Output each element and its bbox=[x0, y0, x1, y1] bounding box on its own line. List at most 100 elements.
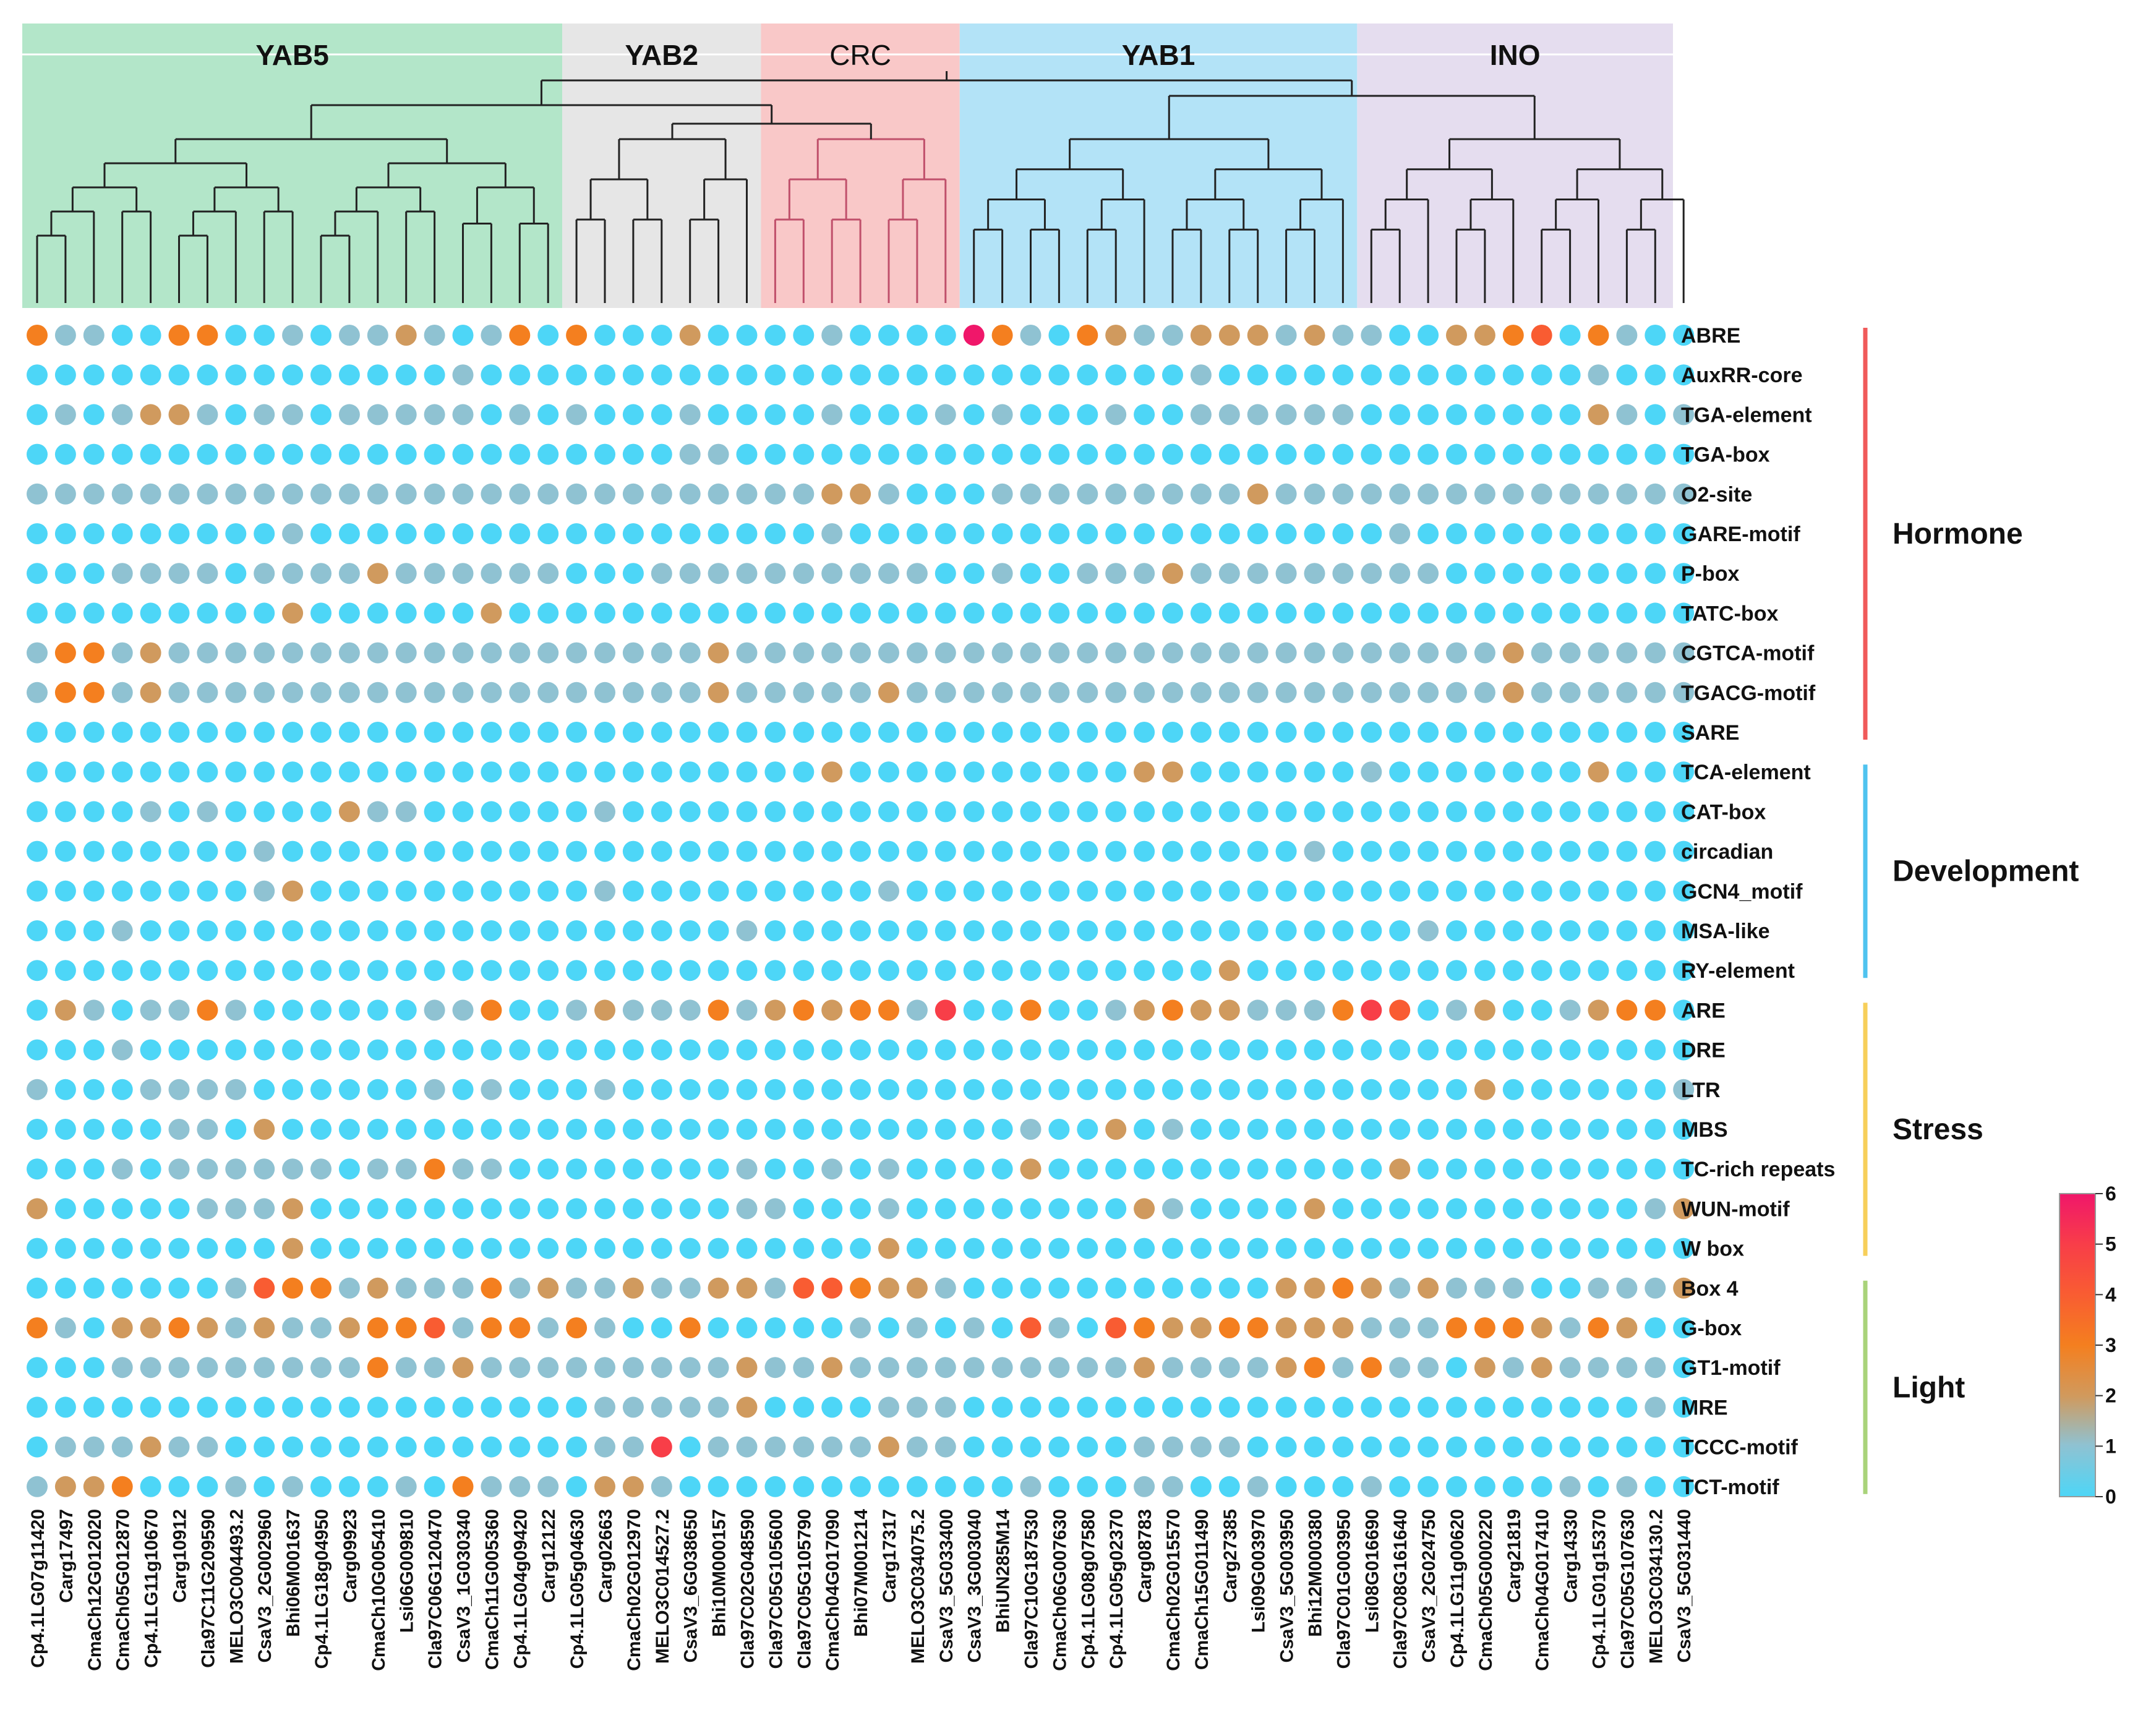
cell-TGA-box-Cp4.1LG18g04950 bbox=[310, 443, 332, 465]
cell-CAT-box-CmaCh05G012870 bbox=[111, 801, 133, 823]
cell-GT1-motif-CsaV3_5G033400 bbox=[935, 1357, 956, 1379]
cell-MBS-CmaCh12G012020 bbox=[83, 1119, 105, 1140]
cell-MRE-Carg10912 bbox=[168, 1396, 190, 1418]
cell-circadian-Bhi12M000380 bbox=[1304, 840, 1325, 862]
cell-MBS-Cp4.1LG18g04950 bbox=[310, 1119, 332, 1140]
cell-W box-Cla97C10G187530 bbox=[1020, 1238, 1042, 1259]
cell-CGTCA-motif-Bhi10M000157 bbox=[708, 642, 729, 664]
cell-MBS-CmaCh04G017090 bbox=[821, 1119, 843, 1140]
cell-TCA-element-Carg02663 bbox=[594, 761, 615, 783]
cell-WUN-motif-CmaCh02G012970 bbox=[622, 1198, 644, 1220]
cell-circadian-Cp4.1LG04g09420 bbox=[509, 840, 531, 862]
cell-TGA-box-CmaCh15G011490 bbox=[1190, 443, 1212, 465]
cell-O2-site-CsaV3_2G002960 bbox=[254, 483, 275, 505]
cell-P-box-Cla97C10G187530 bbox=[1020, 563, 1042, 584]
cell-DRE-CmaCh05G012870 bbox=[111, 1039, 133, 1061]
cell-O2-site-Carg21819 bbox=[1502, 483, 1524, 505]
cell-circadian-CsaV3_6G038650 bbox=[679, 840, 701, 862]
cell-MRE-MELO3C034075.2 bbox=[906, 1396, 928, 1418]
cell-DRE-Carg12122 bbox=[537, 1039, 559, 1061]
cell-TGACG-motif-Cp4.1LG07g11420 bbox=[27, 682, 48, 703]
cell-Box 4-CsaV3_2G024750 bbox=[1418, 1277, 1439, 1299]
cell-TATC-box-Cp4.1LG07g11420 bbox=[27, 602, 48, 624]
cell-RY-element-Lsi06G009810 bbox=[395, 960, 417, 981]
cell-TC-rich repeats-Bhi06M001637 bbox=[282, 1158, 304, 1180]
cell-TATC-box-Cla97C11G209590 bbox=[197, 602, 218, 624]
cell-TC-rich repeats-Lsi06G009810 bbox=[395, 1158, 417, 1180]
cell-MSA-like-CsaV3_5G031440 bbox=[1673, 920, 1695, 941]
cell-TC-rich repeats-Carg21819 bbox=[1502, 1158, 1524, 1180]
gene-label: CsaV3_5G033400 bbox=[936, 1509, 957, 1663]
cell-GARE-motif-Cp4.1LG05g02370 bbox=[1105, 523, 1127, 544]
cell-TGACG-motif-CmaCh02G015570 bbox=[1162, 682, 1183, 703]
cell-W box-Cla97C02G048590 bbox=[736, 1238, 758, 1259]
cell-TC-rich repeats-Carg09923 bbox=[338, 1158, 360, 1180]
cell-O2-site-CsaV3_5G033400 bbox=[935, 483, 956, 505]
cell-TGA-element-CsaV3_6G038650 bbox=[679, 404, 701, 425]
cell-ARE-MELO3C004493.2 bbox=[225, 999, 247, 1021]
cell-WUN-motif-Bhi06M001637 bbox=[282, 1198, 304, 1220]
cell-CGTCA-motif-Bhi06M001637 bbox=[282, 642, 304, 664]
cell-GT1-motif-Cla97C05G105790 bbox=[793, 1357, 815, 1379]
cell-TGACG-motif-CsaV3_6G038650 bbox=[679, 682, 701, 703]
cell-W box-CsaV3_6G038650 bbox=[679, 1238, 701, 1259]
cell-circadian-Cp4.1LG05g04630 bbox=[566, 840, 588, 862]
cell-TGA-box-Carg21819 bbox=[1502, 443, 1524, 465]
cell-TCT-motif-MELO3C034130.2 bbox=[1645, 1476, 1666, 1497]
cell-TC-rich repeats-MELO3C034130.2 bbox=[1645, 1158, 1666, 1180]
cell-TGA-element-Cla97C05G105790 bbox=[793, 404, 815, 425]
cell-P-box-Carg10912 bbox=[168, 563, 190, 584]
cell-GT1-motif-CmaCh02G012970 bbox=[622, 1357, 644, 1379]
cell-TCA-element-Cp4.1LG01g15370 bbox=[1588, 761, 1609, 783]
cell-CGTCA-motif-CsaV3_5G033400 bbox=[935, 642, 956, 664]
element-label: TGACG-motif bbox=[1681, 682, 1816, 705]
cell-ARE-CmaCh15G011490 bbox=[1190, 999, 1212, 1021]
cell-TCCC-motif-CmaCh10G005410 bbox=[367, 1436, 388, 1458]
cell-RY-element-Cp4.1LG11g10670 bbox=[140, 960, 161, 981]
cell-MRE-Cla97C01G003950 bbox=[1332, 1396, 1354, 1418]
cell-SARE-Cp4.1LG11g10670 bbox=[140, 722, 161, 743]
cell-WUN-motif-Carg12122 bbox=[537, 1198, 559, 1220]
element-label: WUN-motif bbox=[1681, 1197, 1790, 1221]
cell-CAT-box-CmaCh05G000220 bbox=[1474, 801, 1495, 823]
cell-RY-element-CsaV3_1G030340 bbox=[452, 960, 474, 981]
cell-TCA-element-Lsi08G016690 bbox=[1361, 761, 1382, 783]
cell-AuxRR-core-Carg27385 bbox=[1218, 364, 1240, 386]
cell-CGTCA-motif-Lsi08G016690 bbox=[1361, 642, 1382, 664]
cell-LTR-Carg02663 bbox=[594, 1079, 615, 1100]
cell-WUN-motif-CmaCh05G012870 bbox=[111, 1198, 133, 1220]
cell-W box-Carg17497 bbox=[54, 1238, 76, 1259]
cell-ARE-MELO3C034075.2 bbox=[906, 999, 928, 1021]
cell-W box-Lsi09G003970 bbox=[1247, 1238, 1268, 1259]
cell-TCCC-motif-Cla97C05G107630 bbox=[1616, 1436, 1638, 1458]
cell-TC-rich repeats-CsaV3_3G003040 bbox=[963, 1158, 985, 1180]
cell-TCT-motif-Bhi12M000380 bbox=[1304, 1476, 1325, 1497]
cell-O2-site-Carg17497 bbox=[54, 483, 76, 505]
cell-GCN4_motif-Cla97C08G161640 bbox=[1389, 880, 1411, 902]
gene-label: CsaV3_6G038650 bbox=[681, 1509, 701, 1663]
cell-ARE-Cla97C05G105790 bbox=[793, 999, 815, 1021]
cell-TCCC-motif-Bhi12M000380 bbox=[1304, 1436, 1325, 1458]
gene-label: Bhi10M000157 bbox=[709, 1509, 730, 1637]
cell-GT1-motif-Carg10912 bbox=[168, 1357, 190, 1379]
cell-DRE-CmaCh15G011490 bbox=[1190, 1039, 1212, 1061]
cell-RY-element-Cla97C05G105600 bbox=[764, 960, 786, 981]
cell-CGTCA-motif-CsaV3_2G002960 bbox=[254, 642, 275, 664]
cell-CAT-box-MELO3C004493.2 bbox=[225, 801, 247, 823]
cell-TGACG-motif-Cla97C05G105790 bbox=[793, 682, 815, 703]
cell-TGA-box-Bhi12M000380 bbox=[1304, 443, 1325, 465]
cell-TCA-element-Cla97C05G105600 bbox=[764, 761, 786, 783]
cell-circadian-Cla97C05G107630 bbox=[1616, 840, 1638, 862]
cell-CAT-box-Carg17497 bbox=[54, 801, 76, 823]
cell-ABRE-CmaCh06G007630 bbox=[1048, 325, 1070, 346]
cell-Box 4-CmaCh11G005360 bbox=[481, 1277, 502, 1299]
cell-TCA-element-CsaV3_2G024750 bbox=[1418, 761, 1439, 783]
cell-TCCC-motif-Cp4.1LG11g10670 bbox=[140, 1436, 161, 1458]
cell-AuxRR-core-CmaCh05G012870 bbox=[111, 364, 133, 386]
cell-W box-Cla97C06G120470 bbox=[424, 1238, 445, 1259]
cell-circadian-Cp4.1LG08g07580 bbox=[1077, 840, 1098, 862]
cell-TCCC-motif-Lsi09G003970 bbox=[1247, 1436, 1268, 1458]
cell-CGTCA-motif-Cp4.1LG07g11420 bbox=[27, 642, 48, 664]
cell-CGTCA-motif-MELO3C004493.2 bbox=[225, 642, 247, 664]
cell-WUN-motif-Cla97C10G187530 bbox=[1020, 1198, 1042, 1220]
